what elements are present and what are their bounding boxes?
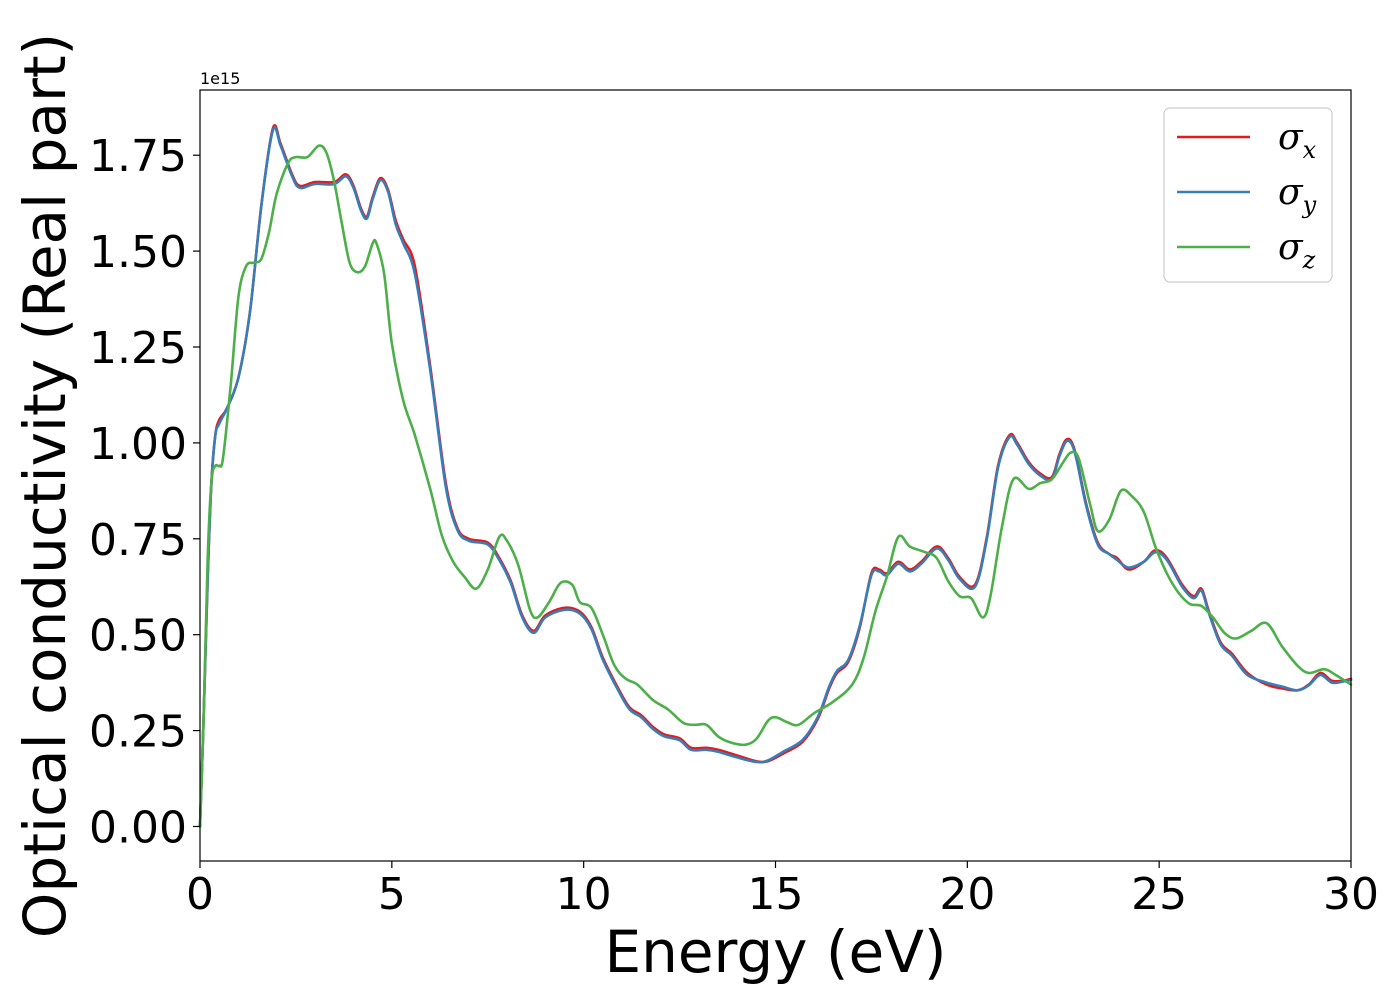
x-tick-label: 0	[186, 869, 214, 920]
series-layer	[198, 124, 1353, 828]
y-tick-label: 0.25	[89, 707, 187, 758]
y-tick-label: 1.50	[89, 227, 187, 278]
legend-label-y: σy	[1278, 172, 1317, 219]
x-tick-label: 5	[378, 869, 406, 920]
legend: σx σy σz	[1163, 107, 1333, 283]
legend-label-z: σz	[1278, 227, 1316, 274]
y-tick-label: 0.50	[89, 611, 187, 662]
x-tick-label: 15	[748, 869, 804, 920]
y-tick-label: 1.00	[89, 419, 187, 470]
series-line-y	[198, 126, 1353, 828]
y-offset-label: 1e15	[200, 69, 240, 88]
series-line-z	[198, 144, 1353, 828]
x-axis-label: Energy (eV)	[604, 918, 946, 986]
legend-box	[1163, 107, 1333, 283]
y-axis: 0.00 0.25 0.50 0.75 1.00 1.25 1.50 1.75	[89, 131, 200, 853]
y-tick-label: 0.00	[89, 802, 187, 853]
x-tick-label: 30	[1323, 869, 1379, 920]
legend-label-x: σx	[1278, 117, 1317, 164]
y-tick-label: 1.75	[89, 131, 187, 182]
x-tick-label: 10	[556, 869, 612, 920]
y-axis-label: Optical conductivity (Real part)	[11, 33, 79, 938]
x-tick-label: 20	[939, 869, 995, 920]
y-tick-label: 0.75	[89, 515, 187, 566]
x-tick-label: 25	[1131, 869, 1187, 920]
x-axis: 0 5 10 15 20 25 30	[186, 861, 1379, 920]
y-tick-label: 1.25	[89, 323, 187, 374]
